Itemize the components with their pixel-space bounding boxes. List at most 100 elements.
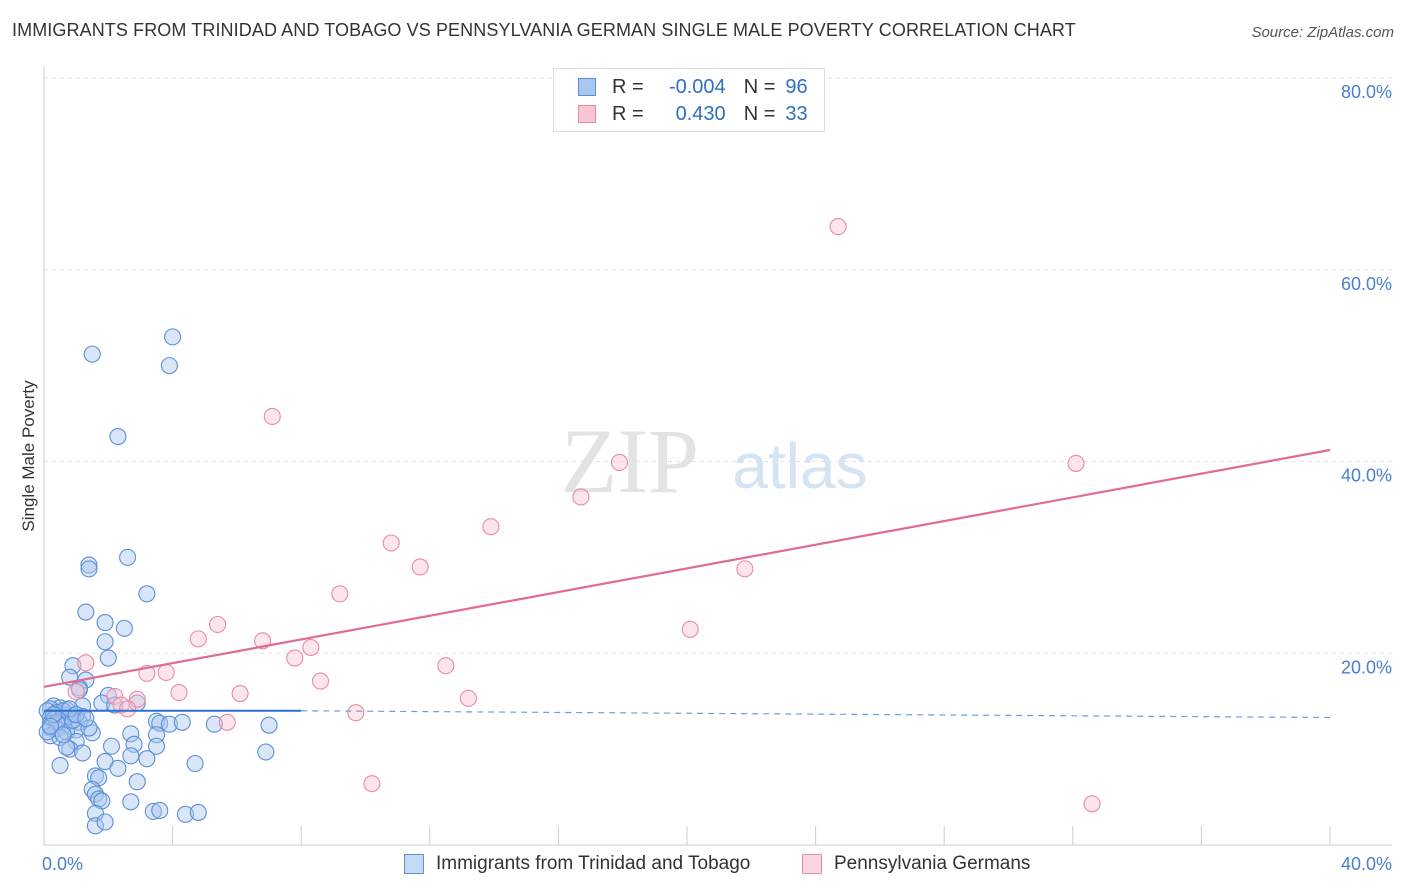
point-pennsylvania [311,672,330,690]
point-pennsylvania [106,687,124,705]
point-pennsylvania [218,713,236,731]
point-trinidad [41,717,59,735]
point-trinidad [260,716,278,734]
axes [43,66,1392,846]
point-trinidad [109,428,127,446]
chart-source: Source: ZipAtlas.com [1251,24,1394,41]
point-pennsylvania [67,683,85,701]
point-trinidad [77,709,95,727]
point-pennsylvania [482,518,500,536]
point-trinidad [128,773,146,791]
point-pennsylvania [382,534,400,552]
point-pennsylvania [157,663,175,681]
point-pennsylvania [437,657,455,675]
point-trinidad [80,719,98,737]
tick-labels: 20.0% 40.0% 60.0% 80.0% 0.0% 40.0% [42,82,1392,874]
series-swatch-pennsylvania [802,854,822,874]
point-pennsylvania [302,638,320,657]
point-trinidad [122,725,140,743]
trend-line-pennsylvania [43,448,1331,688]
point-trinidad [115,619,133,637]
watermark-atlas: atlas [732,430,867,502]
trend-line-trinidad-extension [301,710,1331,719]
point-trinidad [138,585,156,603]
x-tick-label: 40.0% [1341,854,1392,874]
point-trinidad [74,744,92,762]
point-trinidad [96,813,114,831]
point-trinidad [99,649,117,667]
legend-swatch-pennsylvania [578,105,596,123]
point-pennsylvania [681,620,699,638]
legend-n-value: 96 [785,75,808,98]
point-trinidad [160,715,178,733]
watermark-zip: ZIP [561,410,699,512]
series-legend-trinidad: Immigrants from Trinidad and Tobago [404,852,750,876]
series-legend-pennsylvania: Pennsylvania Germans [802,852,1030,876]
point-trinidad [51,756,69,774]
point-pennsylvania [263,407,281,425]
point-pennsylvania [411,558,429,576]
legend-n-value: 33 [785,102,808,125]
point-trinidad [122,793,140,811]
y-tick-label: 60.0% [1341,274,1392,294]
legend-r-label: R = [612,75,644,98]
legend-row-trinidad: R = -0.004 N = 96 [578,74,808,100]
point-trinidad [96,614,114,632]
point-trinidad [205,715,223,733]
point-trinidad [80,556,98,574]
point-trinidad [147,737,166,755]
point-pennsylvania [331,585,349,603]
point-pennsylvania [231,684,249,703]
point-trinidad [83,345,101,363]
point-pennsylvania [119,700,137,718]
y-tick-label: 20.0% [1341,657,1392,677]
point-pennsylvania [610,453,629,472]
legend-swatch-trinidad [578,78,596,96]
point-trinidad [83,780,101,798]
legend-n-label: N = [743,102,776,125]
point-trinidad [151,801,169,820]
point-trinidad [119,548,137,566]
point-trinidad [106,696,124,714]
point-pennsylvania [572,488,590,506]
point-trinidad [54,726,72,744]
series-swatch-trinidad [404,854,424,874]
points-layer [38,218,1101,835]
point-trinidad [186,754,204,773]
point-trinidad [164,328,182,346]
point-pennsylvania [459,689,477,707]
y-tick-label: 80.0% [1341,82,1392,102]
chart-title: IMMIGRANTS FROM TRINIDAD AND TOBAGO VS P… [12,20,1076,40]
point-trinidad [257,743,275,761]
point-trinidad [77,603,95,621]
correlation-legend: R = -0.004 N = 96 R = 0.430 N = 33 [553,68,825,132]
point-pennsylvania [189,630,207,648]
series-label-trinidad: Immigrants from Trinidad and Tobago [436,853,751,874]
point-trinidad [176,805,195,823]
point-pennsylvania [347,704,365,722]
x-tick-label: 0.0% [42,854,83,874]
point-trinidad [102,737,121,755]
point-trinidad [189,803,207,821]
point-trinidad [144,802,162,820]
point-pennsylvania [170,684,188,702]
point-trinidad [96,633,114,651]
point-trinidad [138,750,156,768]
point-trinidad [86,785,104,803]
point-trinidad [83,724,101,742]
point-trinidad [173,713,191,731]
point-trinidad [80,560,98,578]
y-axis-label: Single Male Poverty [19,380,38,532]
point-trinidad [86,804,104,822]
point-trinidad [109,759,127,777]
y-tick-label: 40.0% [1341,466,1392,486]
point-pennsylvania [209,615,227,634]
point-trinidad [160,357,178,375]
point-trinidad [61,700,79,718]
point-pennsylvania [286,649,304,667]
gridlines [44,77,1392,654]
point-pennsylvania [363,775,381,793]
point-trinidad [122,747,140,765]
legend-r-value: 0.430 [675,102,726,125]
